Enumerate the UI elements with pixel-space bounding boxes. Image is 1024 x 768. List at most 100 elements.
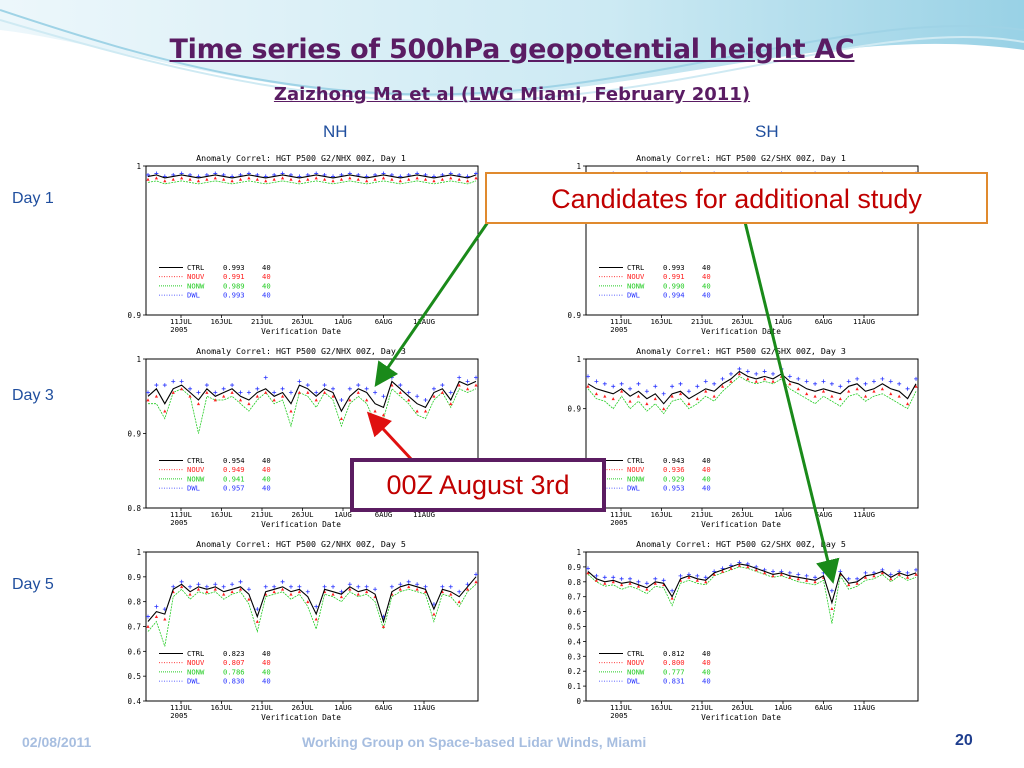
x-tick-label: 1AUG [334,510,352,519]
x-tick-label: 11AUG [853,510,875,519]
series-point-dwl [636,579,641,584]
series-point-nouv [264,390,268,394]
series-point-nouv [323,390,327,394]
legend-count: 40 [702,484,711,493]
series-point-dwl [364,584,369,589]
series-point-nouv [611,580,615,584]
series-point-nouv [146,177,150,181]
series-point-nouv [636,394,641,398]
x-tick-label: 26JUL [292,317,315,326]
legend-count: 40 [262,474,271,483]
x-tick-label: 26JUL [732,317,755,326]
chart-sh-day5: Anomaly Correl: HGT P500 G2/SHX 00Z, Day… [561,536,921,722]
series-point-nouv [914,384,918,388]
legend-score: 0.800 [663,658,685,667]
series-point-nouv [729,379,733,383]
series-point-dwl [398,383,403,388]
series-point-nouv [432,612,436,616]
series-point-dwl [905,570,910,575]
series-point-nouv [213,587,217,591]
series-point-nouv [196,587,201,591]
series-point-dwl [888,379,893,384]
x-tick-label: 21JUL [691,703,714,712]
x-year-label: 2005 [170,711,188,720]
series-point-dwl [855,376,860,381]
slide-subtitle: Zaizhong Ma et al (LWG Miami, February 2… [273,84,751,105]
legend-score: 0.993 [223,263,245,272]
x-tick-label: 1AUG [334,317,352,326]
series-point-nouv [415,409,419,413]
series-point-dwl [448,584,453,589]
series-point-dwl [162,383,167,388]
series-point-nouv [188,177,192,181]
series-point-dwl [431,602,436,607]
series-point-nouv [314,176,318,180]
legend-score: 0.990 [663,281,685,290]
series-point-dwl [339,589,344,594]
x-tick-label: 1AUG [774,510,792,519]
series-point-dwl [406,579,411,584]
x-tick-label: 11AUG [853,317,875,326]
legend-score: 0.991 [223,272,245,281]
series-point-nouv [272,177,276,181]
legend-series-name: NOUV [187,465,205,474]
series-point-nouv [230,390,234,394]
series-point-dwl [644,389,649,394]
x-year-label: 2005 [170,325,188,334]
legend-series-name: NONW [627,667,645,676]
series-point-nouv [171,390,175,394]
row-label-day1: Day 1 [12,190,54,207]
series-point-nouv [695,578,699,582]
series-point-nouv [280,176,285,180]
y-tick-label: 0.9 [127,573,141,582]
series-point-nouv [720,569,725,573]
series-point-nouv [381,624,386,628]
legend-score: 0.823 [223,649,245,658]
y-tick-label: 1 [576,548,581,557]
legend-count: 40 [262,272,271,281]
series-point-nouv [449,402,453,406]
x-tick-label: 21JUL [251,317,274,326]
series-point-nouv [222,394,226,398]
series-point-dwl [897,381,902,386]
legend-score: 0.812 [663,649,685,658]
series-point-nouv [196,179,201,183]
nh-column-label: NH [323,122,348,141]
series-point-nouv [247,176,251,180]
legend-count: 40 [262,291,271,300]
x-tick-label: 16JUL [211,510,234,519]
slide-title: Time series of 500hPa geopotential heigh… [169,34,855,65]
series-line-ctrl [147,576,477,624]
series-point-dwl [204,584,209,589]
series-point-dwl [356,383,361,388]
legend-series-name: NONW [187,474,205,483]
series-point-dwl [415,394,420,399]
series-point-nouv [339,417,344,420]
y-tick-label: 0.5 [127,672,141,681]
series-point-nouv [205,390,209,394]
legend-series-name: NONW [627,474,645,483]
x-tick-label: 26JUL [732,703,755,712]
series-point-dwl [594,379,599,384]
x-tick-label: 11AUG [413,510,435,519]
series-point-nouv [348,587,352,591]
series-point-nouv [230,590,234,594]
series-point-nouv [729,566,733,570]
series-point-dwl [670,588,675,593]
y-tick-label: 0.1 [567,682,581,691]
x-tick-label: 1AUG [334,703,352,712]
series-point-nouv [855,581,859,585]
series-point-nouv [704,389,708,393]
series-point-nouv [306,390,310,394]
legend-score: 0.957 [223,484,245,493]
legend-background [595,648,725,692]
series-point-nouv [289,409,293,413]
sh-column-label: SH [755,122,779,141]
series-point-nouv [594,578,599,582]
series-point-dwl [188,386,193,391]
series-point-nouv [662,407,666,411]
series-point-nouv [180,176,184,180]
series-point-nouv [381,176,386,180]
series-point-nouv [796,577,800,581]
series-point-dwl [829,588,834,593]
